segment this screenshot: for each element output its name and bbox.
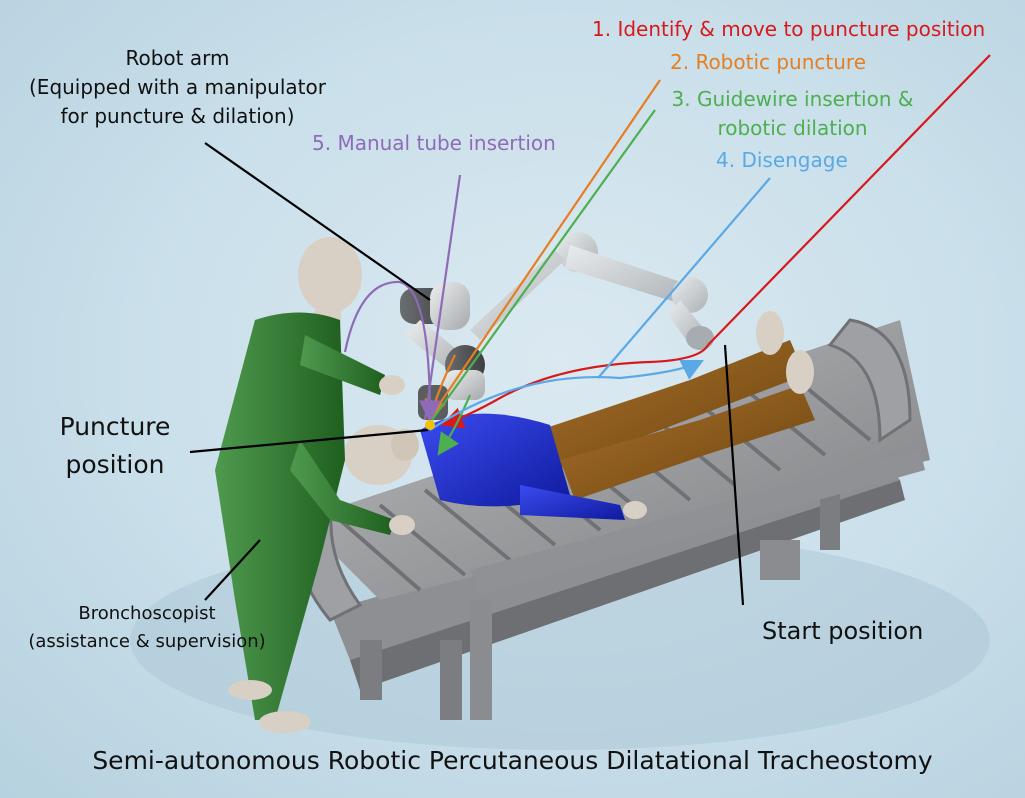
step-5-path xyxy=(343,280,441,423)
step-3-leader xyxy=(431,109,656,421)
puncture-point xyxy=(425,420,435,430)
step-3-path xyxy=(437,394,472,456)
puncture-callout-line xyxy=(189,428,429,454)
robot-arm-callout-line xyxy=(204,142,431,301)
step-2-label: 2. Robotic puncture xyxy=(670,50,867,74)
step-4-leader xyxy=(597,177,771,379)
step-3-label-line1: 3. Guidewire insertion & xyxy=(671,87,914,111)
robot-arm-start xyxy=(470,232,714,350)
bronchoscopist-figure xyxy=(215,237,415,733)
step-1-label: 1. Identify & move to puncture position xyxy=(592,17,986,41)
step-3-label: 3. Guidewire insertion & robotic dilatio… xyxy=(655,85,930,143)
step-1-leader xyxy=(707,54,991,346)
bronchoscopist-callout-line xyxy=(204,539,261,601)
step-paths xyxy=(343,54,991,456)
robot-arm-label-line2: (Equipped with a manipulator xyxy=(29,75,326,99)
puncture-position-line1: Puncture xyxy=(59,412,171,441)
puncture-position-line2: position xyxy=(65,450,165,479)
puncture-position-label: Puncture position xyxy=(40,408,190,484)
step-5-leader xyxy=(423,174,462,421)
start-position-label: Start position xyxy=(762,617,924,645)
bronchoscopist-line1: Bronchoscopist xyxy=(78,603,216,624)
patient-figure xyxy=(344,311,815,520)
diagram-title: Semi-autonomous Robotic Percutaneous Dil… xyxy=(92,746,933,775)
robot-arm-label-line1: Robot arm xyxy=(125,46,230,70)
step-5-label: 5. Manual tube insertion xyxy=(312,131,556,155)
start-position-callout-line xyxy=(723,344,745,606)
step-4-path xyxy=(429,360,704,431)
bronchoscopist-label: Bronchoscopist (assistance & supervision… xyxy=(2,600,292,656)
callout-lines xyxy=(189,142,745,606)
bronchoscopist-line2: (assistance & supervision) xyxy=(28,631,266,652)
robot-arm-label: Robot arm (Equipped with a manipulator f… xyxy=(10,44,345,131)
step-3-label-line2: robotic dilation xyxy=(717,116,868,140)
step-2-leader xyxy=(431,79,661,416)
robot-arm-label-line3: for puncture & dilation) xyxy=(60,104,295,128)
step-4-label: 4. Disengage xyxy=(716,148,848,172)
step-1-path xyxy=(440,344,709,429)
